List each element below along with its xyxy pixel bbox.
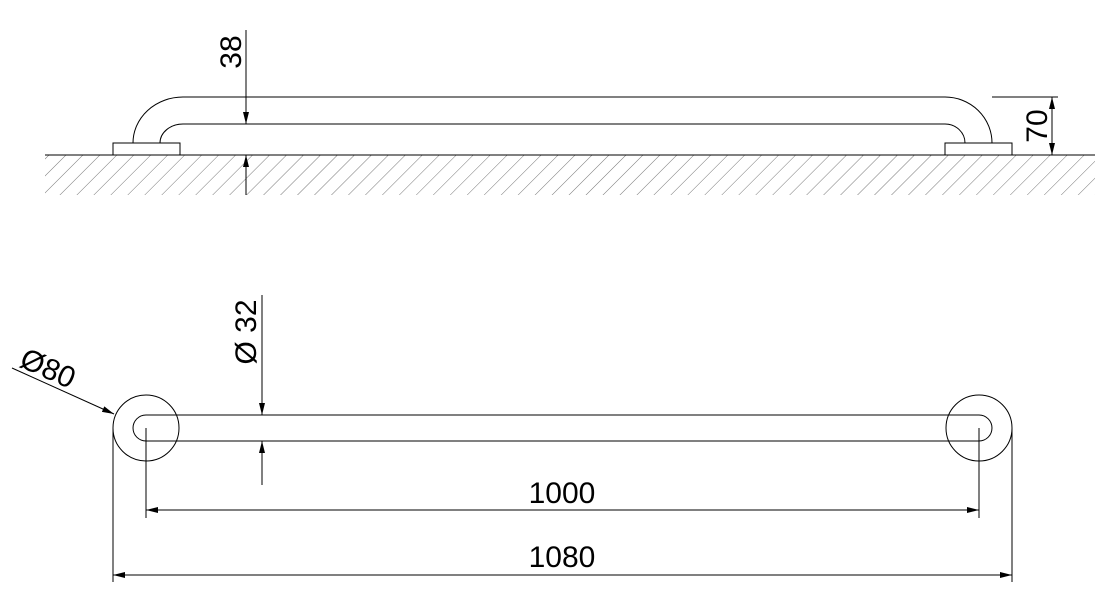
wall-hatching <box>45 155 1095 195</box>
dim-38-label: 38 <box>215 35 248 68</box>
dim-80-leader <box>11 367 115 415</box>
dim-70-label: 70 <box>1021 109 1054 142</box>
top-view: 1000 1080 Ø 32 Ø80 <box>11 295 1013 582</box>
dim-80-label: Ø80 <box>15 342 80 395</box>
right-base-plate <box>944 142 1013 156</box>
tube-inner-edge <box>159 123 966 144</box>
side-view: 38 70 <box>45 30 1095 195</box>
tube-outer-edge <box>132 96 993 144</box>
dim-1000-label: 1000 <box>529 477 596 510</box>
dim-32-label: Ø 32 <box>230 299 263 364</box>
left-base-plate <box>112 142 181 156</box>
dim-1080-label: 1080 <box>529 541 596 574</box>
grab-bar-tube <box>132 414 993 442</box>
